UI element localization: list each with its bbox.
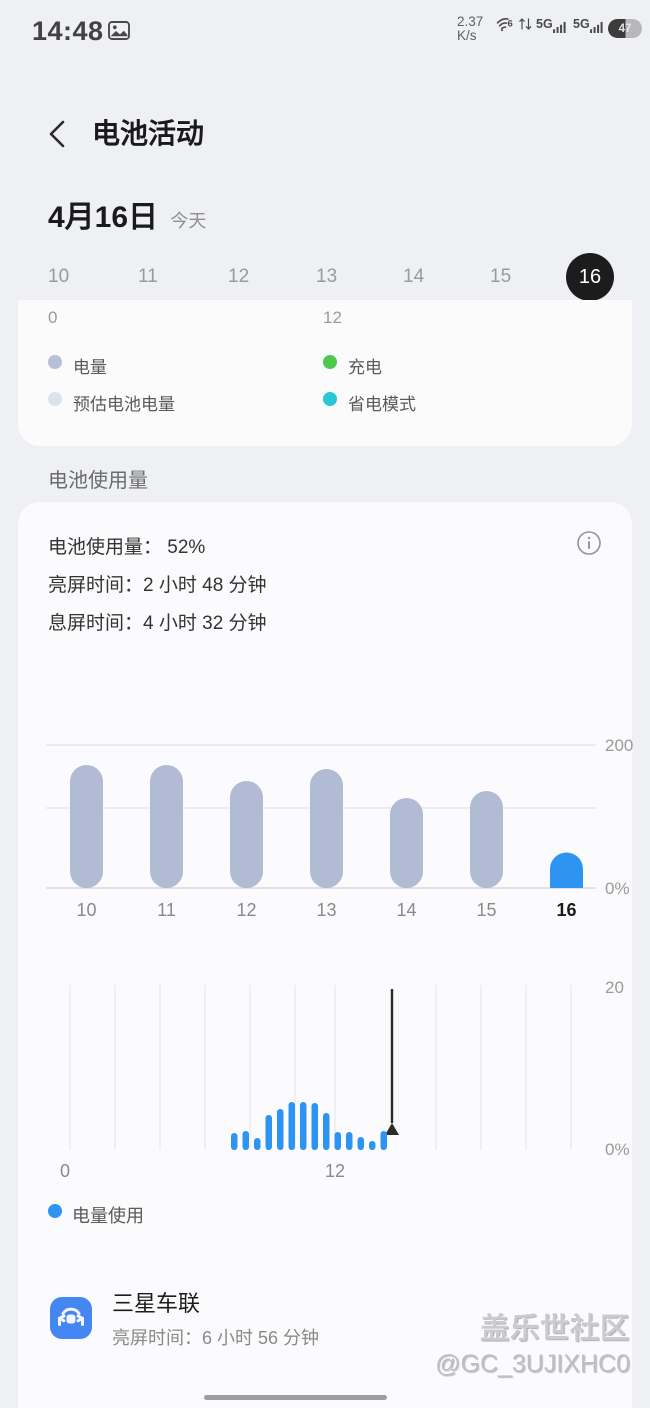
svg-text:200: 200: [605, 736, 633, 755]
svg-text:12: 12: [325, 1161, 345, 1181]
svg-text:6: 6: [508, 19, 513, 30]
svg-text:20: 20: [605, 978, 624, 997]
svg-text:0: 0: [60, 1161, 70, 1181]
svg-text:0%: 0%: [605, 879, 630, 898]
svg-text:0%: 0%: [605, 1140, 630, 1159]
